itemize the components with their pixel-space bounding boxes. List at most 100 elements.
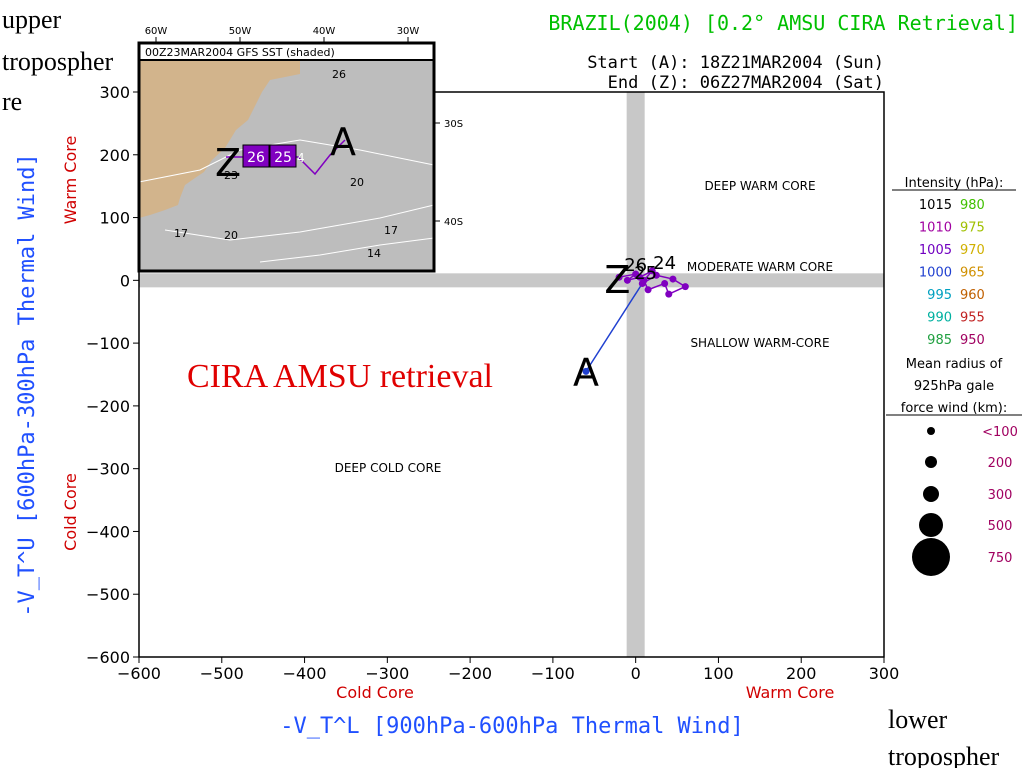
intensity-item: 1015	[919, 198, 952, 213]
end-time: End (Z): 06Z27MAR2004 (Sat)	[608, 73, 884, 93]
contour-label: 26	[332, 68, 346, 81]
track-point	[665, 290, 673, 298]
track-point	[648, 267, 656, 275]
intensity-item: 990	[927, 311, 952, 326]
track-point	[652, 271, 660, 279]
lower-line-1: lower	[888, 705, 948, 734]
legend-radius-title-1: Mean radius of	[906, 357, 1003, 372]
inset-lon-label: 30W	[397, 26, 420, 37]
y-tick-label: −200	[86, 397, 130, 416]
radius-marker	[925, 456, 937, 468]
x-tick-label: 0	[631, 664, 641, 683]
radius-marker	[919, 513, 943, 537]
y-axis-title: -V_T^U [600hPa-300hPa Thermal Wind]	[15, 153, 40, 617]
track-point	[681, 283, 689, 291]
intensity-item: 995	[927, 288, 952, 303]
track-segment-initial	[585, 283, 643, 372]
plot-frame	[138, 91, 885, 658]
region-moderate-warm: MODERATE WARM CORE	[687, 260, 833, 274]
track-label: 26	[624, 255, 647, 276]
legend-intensity-title: Intensity (hPa):	[905, 176, 1004, 191]
crosshair-horizontal	[139, 273, 884, 288]
region-deep-warm: DEEP WARM CORE	[704, 179, 815, 193]
radius-marker	[927, 427, 935, 435]
lower-line-2: tropospher	[888, 742, 1000, 768]
track-point	[644, 286, 652, 294]
y-tick-label: 200	[99, 146, 130, 165]
intensity-item: 955	[960, 311, 985, 326]
intensity-item: 1000	[919, 266, 952, 281]
intensity-item: 975	[960, 221, 985, 236]
radius-label: 200	[988, 456, 1013, 471]
inset-start-marker: A	[330, 120, 356, 164]
y-tick-label: −300	[86, 460, 130, 479]
radius-label: 750	[988, 551, 1013, 566]
inset-track-box-label: 26	[247, 150, 265, 166]
inset-track-box	[242, 144, 270, 168]
inset-track-box-label: 25	[274, 150, 292, 166]
contour-label: 23	[224, 169, 238, 182]
inset-lat-label: 30S	[444, 119, 463, 130]
x-tick-label: −500	[200, 664, 244, 683]
x-sublabel-cold: Cold Core	[336, 683, 414, 702]
contour-label: 14	[367, 247, 381, 260]
x-tick-label: 200	[786, 664, 817, 683]
radius-label: 300	[988, 488, 1013, 503]
y-tick-label: −500	[86, 585, 130, 604]
sst-contour-2	[164, 204, 435, 241]
inset-track-tail: 4	[297, 151, 305, 165]
track-point	[582, 367, 590, 375]
contour-label: 17	[174, 227, 188, 240]
y-tick-label: 0	[120, 271, 130, 290]
track-point	[632, 270, 640, 278]
inset-lon-label: 50W	[229, 26, 252, 37]
x-tick-label: −400	[283, 664, 327, 683]
region-shallow-warm: SHALLOW WARM-CORE	[690, 336, 829, 350]
inset-map: 26 23 20 17 20 17 14 A Z 26 25 4 00Z23MA…	[137, 26, 463, 273]
x-tick-label: −300	[365, 664, 409, 683]
upper-line-2: tropospher	[2, 47, 114, 76]
y-tick-label: −400	[86, 522, 130, 541]
radius-marker	[912, 538, 950, 576]
y-axis-ticks: −600 −500 −400 −300 −200 −100 0 100 200 300	[86, 83, 139, 667]
legend-radius-title-3: force wind (km):	[901, 401, 1007, 416]
intensity-item: 970	[960, 243, 985, 258]
start-time: Start (A): 18Z21MAR2004 (Sun)	[587, 53, 884, 73]
y-tick-label: −100	[86, 334, 130, 353]
contour-label: 17	[384, 224, 398, 237]
x-tick-label: −200	[448, 664, 492, 683]
track-point	[623, 276, 631, 284]
inset-land	[139, 60, 300, 218]
inset-end-marker: Z	[215, 141, 241, 185]
intensity-list: 1015 980 1010 975 1005 970 1000 965 995 960 990 955…	[919, 198, 985, 348]
intensity-item: 1005	[919, 243, 952, 258]
track-label: 25	[634, 263, 657, 284]
inset-frame	[137, 41, 436, 273]
chart-title: BRAZIL(2004) [0.2° AMSU CIRA Retrieval]	[548, 11, 1018, 35]
contour-label: 20	[350, 176, 364, 189]
contour-label: 20	[224, 229, 238, 242]
inset-lat-label: 40S	[444, 217, 463, 228]
track-label: A	[573, 350, 599, 394]
upper-line-1: upper	[2, 5, 62, 34]
radius-list: <100 200 300 500 750	[912, 425, 1018, 576]
x-tick-label: −100	[531, 664, 575, 683]
intensity-item: 950	[960, 333, 985, 348]
intensity-item: 1010	[919, 221, 952, 236]
y-tick-label: 100	[99, 209, 130, 228]
lower-troposphere-label: lower tropospher	[888, 705, 1000, 768]
inset-title: 00Z23MAR2004 GFS SST (shaded)	[145, 46, 335, 59]
track-point	[661, 279, 669, 287]
radius-label: 500	[988, 519, 1013, 534]
y-tick-label: −600	[86, 648, 130, 667]
radius-marker	[923, 486, 939, 502]
track-point	[669, 275, 677, 283]
upper-line-3: re	[2, 87, 22, 116]
x-axis-title: -V_T^L [900hPa-600hPa Thermal Wind]	[280, 714, 744, 739]
x-tick-label: −600	[117, 664, 161, 683]
inset-track-box	[269, 144, 297, 168]
y-sublabel-cold: Cold Core	[61, 473, 80, 551]
